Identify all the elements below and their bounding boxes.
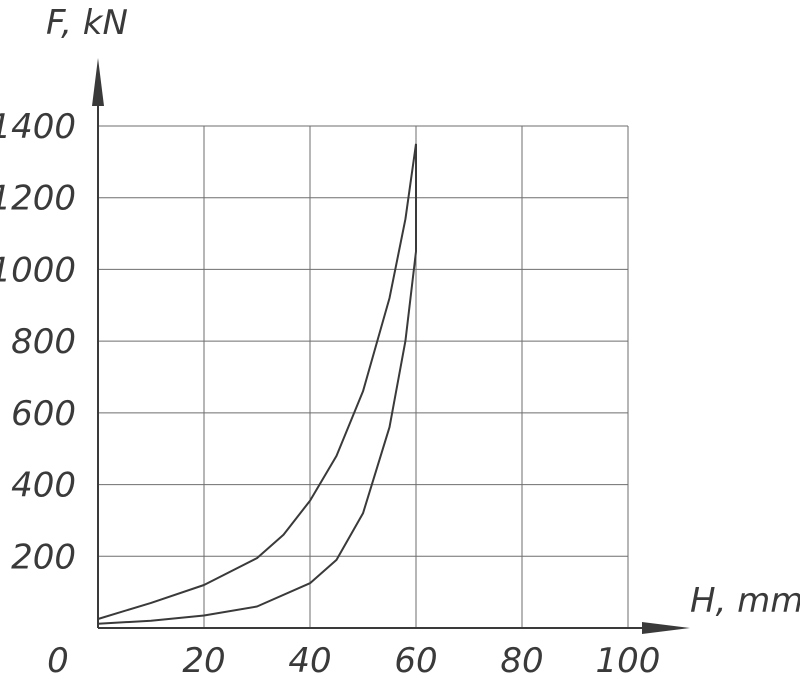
axes <box>92 58 690 634</box>
y-tick-label-400: 400 <box>11 466 76 506</box>
x-tick-label-20: 20 <box>182 641 225 681</box>
x-axis-title: H, mm <box>690 581 800 621</box>
y-tick-label-1000: 1000 <box>0 250 76 290</box>
x-tick-label-80: 80 <box>500 641 543 681</box>
y-tick-label-1400: 1400 <box>0 107 76 147</box>
y-tick-label-200: 200 <box>11 537 76 577</box>
y-axis-arrow <box>92 58 104 106</box>
y-axis-title: F, kN <box>46 3 128 43</box>
x-tick-label-0: 0 <box>47 641 69 681</box>
series-line-1 <box>97 143 417 620</box>
x-tick-label-100: 100 <box>596 641 661 681</box>
y-tick-label-800: 800 <box>11 322 76 362</box>
series-line-2 <box>97 143 417 625</box>
y-tick-label-600: 600 <box>11 394 76 434</box>
tick-labels: 0 20 40 60 80 100 200 400 600 800 1000 1200 1400 <box>0 107 660 681</box>
y-tick-label-1200: 1200 <box>0 179 76 219</box>
x-tick-label-60: 60 <box>394 641 437 681</box>
curves <box>97 143 417 625</box>
x-tick-label-40: 40 <box>288 641 331 681</box>
grid <box>98 125 629 628</box>
x-axis-arrow <box>642 622 690 634</box>
